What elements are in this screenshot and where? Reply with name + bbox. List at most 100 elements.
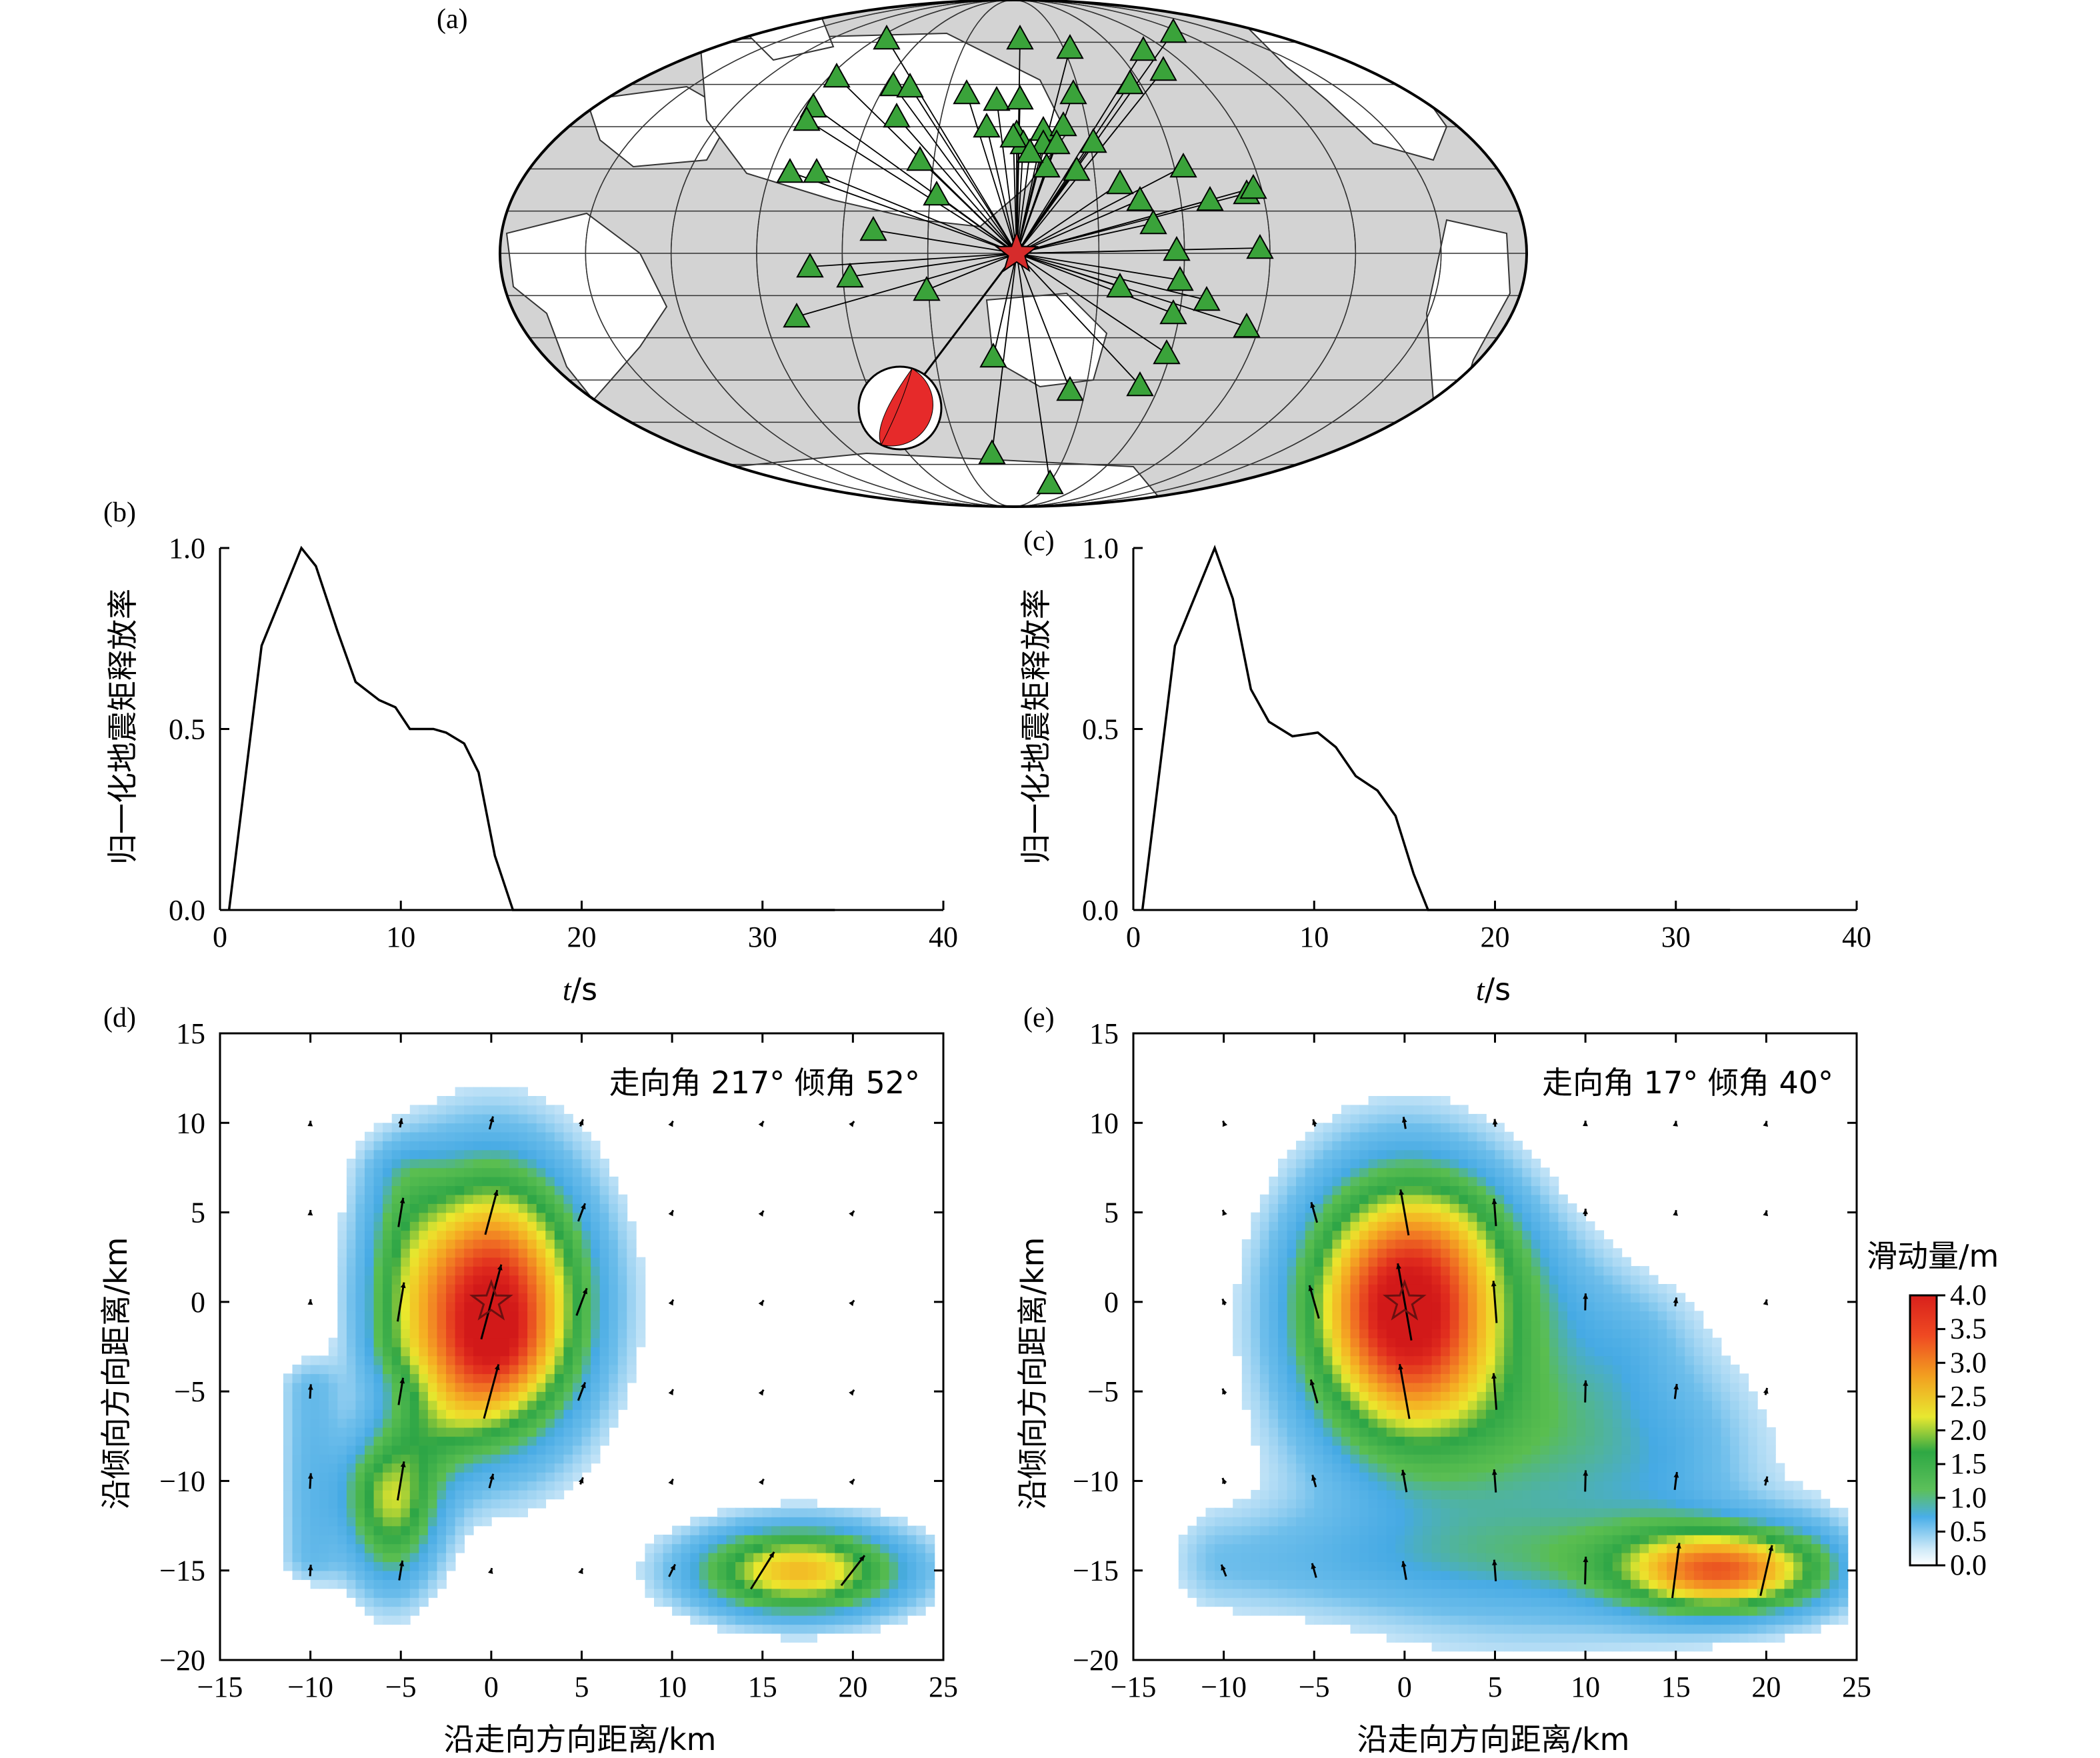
slip-cell: [1423, 1561, 1433, 1571]
slip-cell: [1585, 1293, 1595, 1303]
slip-cell: [599, 1355, 609, 1365]
slip-cell: [1531, 1579, 1541, 1589]
slip-cell: [1495, 1409, 1505, 1419]
slip-cell: [591, 1364, 601, 1375]
slip-cell: [1649, 1337, 1659, 1347]
slip-cell: [554, 1454, 565, 1464]
slip-cell: [1296, 1284, 1306, 1294]
slip-cell: [1251, 1337, 1261, 1347]
slip-cell: [464, 1517, 474, 1527]
slip-cell: [1251, 1561, 1261, 1571]
slip-cell: [491, 1131, 501, 1141]
slip-cell: [1287, 1382, 1297, 1392]
slip-cell: [482, 1159, 492, 1169]
slip-cell: [1612, 1293, 1623, 1303]
slip-cell: [1531, 1364, 1541, 1375]
slip-cell: [500, 1167, 510, 1177]
slip-cell: [1459, 1507, 1469, 1517]
slip-cell: [1386, 1499, 1397, 1509]
slip-cell: [1441, 1418, 1451, 1428]
slip-cell: [328, 1364, 339, 1375]
slip-cell: [1603, 1633, 1613, 1643]
slip-cell: [1296, 1463, 1306, 1473]
slip-cell: [1296, 1167, 1306, 1177]
slip-cell: [1377, 1588, 1387, 1598]
slip-cell: [1269, 1382, 1279, 1392]
slip-cell: [1386, 1481, 1397, 1491]
slip-cell: [609, 1194, 619, 1204]
slip-cell: [1377, 1311, 1387, 1321]
slip-cell: [1305, 1167, 1315, 1177]
slip-cell: [437, 1248, 447, 1258]
slip-cell: [1585, 1319, 1595, 1329]
slip-cell: [1495, 1123, 1505, 1133]
slip-cell: [1504, 1561, 1514, 1571]
slip-cell: [1531, 1275, 1541, 1285]
slip-cell: [1513, 1507, 1523, 1517]
slip-cell: [1296, 1525, 1306, 1535]
slip-cell: [572, 1203, 583, 1213]
slip-cell: [1305, 1597, 1315, 1607]
slip-cell: [825, 1588, 836, 1598]
slip-cell: [726, 1507, 736, 1517]
slip-cell: [1594, 1373, 1605, 1383]
slip-cell: [1413, 1149, 1423, 1159]
slip-cell: [609, 1364, 619, 1375]
slip-cell: [1431, 1418, 1441, 1428]
slip-cell: [1477, 1427, 1487, 1437]
slip-cell: [871, 1535, 881, 1545]
slip-cell: [1278, 1319, 1288, 1329]
slip-cell: [1431, 1570, 1441, 1580]
slip-cell: [1368, 1499, 1378, 1509]
slip-cell: [645, 1543, 655, 1553]
slip-cell: [609, 1185, 619, 1195]
slip-cell: [1513, 1570, 1523, 1580]
slip-cell: [1251, 1329, 1261, 1339]
slip-cell: [509, 1293, 519, 1303]
slip-cell: [1359, 1105, 1369, 1115]
slip-cell: [1639, 1337, 1649, 1347]
slip-cell: [1441, 1337, 1451, 1347]
slip-cell: [762, 1570, 773, 1580]
slip-cell: [1377, 1543, 1387, 1553]
slip-cell: [780, 1561, 791, 1571]
slip-cell: [1251, 1373, 1261, 1383]
slip-cell: [1431, 1176, 1441, 1187]
slip-cell: [1278, 1284, 1288, 1294]
slip-cell: [1404, 1257, 1415, 1267]
slip-cell: [446, 1364, 456, 1375]
slip-cell: [1459, 1301, 1469, 1312]
slip-cell: [437, 1203, 447, 1213]
slip-cell: [373, 1319, 383, 1329]
slip-cell: [536, 1319, 547, 1329]
slip-cell: [1323, 1319, 1333, 1329]
slip-cell: [1431, 1579, 1441, 1589]
slip-cell: [1467, 1400, 1478, 1410]
slip-cell: [391, 1167, 402, 1177]
slip-cell: [1269, 1203, 1279, 1213]
slip-cell: [1269, 1463, 1279, 1473]
slip-cell: [554, 1212, 565, 1222]
slip-cell: [437, 1329, 447, 1339]
slip-cell: [373, 1472, 383, 1482]
slip-cell: [1368, 1570, 1378, 1580]
slip-cell: [591, 1454, 601, 1464]
slip-cell: [464, 1230, 474, 1240]
slip-cell: [1431, 1472, 1441, 1482]
slip-cell: [292, 1543, 302, 1553]
slip-cell: [1413, 1525, 1423, 1535]
slip-cell: [1549, 1355, 1559, 1365]
slip-cell: [554, 1131, 565, 1141]
slip-cell: [1477, 1525, 1487, 1535]
slip-cell: [391, 1535, 402, 1545]
slip-cell: [1341, 1149, 1351, 1159]
slip-cell: [1495, 1355, 1505, 1365]
slip-cell: [437, 1454, 447, 1464]
slip-cell: [1441, 1552, 1451, 1563]
slip-cell: [1323, 1517, 1333, 1527]
slip-cell: [536, 1275, 547, 1285]
slip-cell: [391, 1517, 402, 1527]
slip-cell: [1639, 1463, 1649, 1473]
slip-cell: [365, 1552, 375, 1563]
slip-cell: [1332, 1597, 1342, 1607]
